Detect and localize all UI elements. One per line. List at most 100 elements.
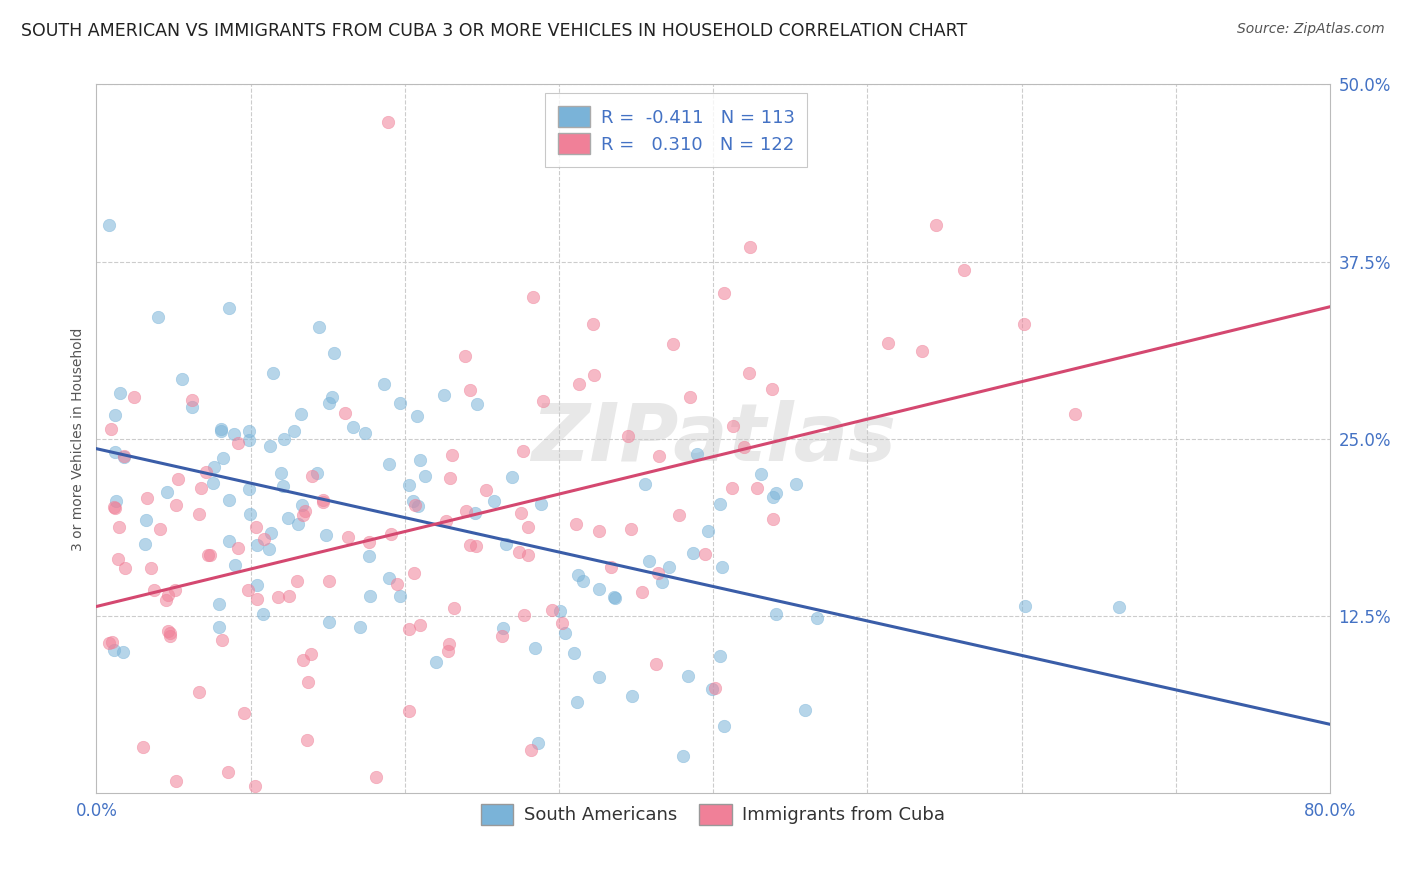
Point <box>530 497 553 511</box>
Point <box>103 643 125 657</box>
Point <box>124 390 146 404</box>
Point <box>292 653 315 667</box>
Point <box>765 607 787 621</box>
Point <box>723 418 745 433</box>
Point <box>181 400 204 414</box>
Point <box>301 468 323 483</box>
Point <box>357 549 380 564</box>
Point <box>342 419 364 434</box>
Point <box>603 590 626 604</box>
Point <box>651 574 673 589</box>
Point <box>233 706 256 720</box>
Point <box>516 520 538 534</box>
Point <box>520 743 543 757</box>
Point <box>218 492 240 507</box>
Point <box>252 607 274 621</box>
Point <box>551 615 574 630</box>
Point <box>398 622 420 636</box>
Point <box>277 511 299 525</box>
Point <box>98 636 121 650</box>
Point <box>713 285 735 300</box>
Point <box>697 524 720 538</box>
Legend: South Americans, Immigrants from Cuba: South Americans, Immigrants from Cuba <box>472 795 955 834</box>
Point <box>517 548 540 562</box>
Point <box>387 577 409 591</box>
Point <box>495 537 517 551</box>
Point <box>658 559 681 574</box>
Point <box>747 481 769 495</box>
Point <box>259 439 281 453</box>
Point <box>165 582 187 597</box>
Point <box>134 537 156 551</box>
Point <box>460 538 482 552</box>
Point <box>541 603 564 617</box>
Point <box>588 524 610 538</box>
Point <box>291 498 314 512</box>
Point <box>738 366 761 380</box>
Point <box>672 749 695 764</box>
Point <box>260 526 283 541</box>
Point <box>278 589 301 603</box>
Point <box>668 508 690 523</box>
Point <box>388 395 411 409</box>
Point <box>378 571 401 585</box>
Point <box>97 218 120 232</box>
Point <box>398 704 420 718</box>
Point <box>439 471 461 485</box>
Point <box>218 301 240 315</box>
Point <box>209 422 232 436</box>
Point <box>953 262 976 277</box>
Point <box>475 483 498 497</box>
Text: ZIPatlas: ZIPatlas <box>530 400 896 478</box>
Point <box>262 366 284 380</box>
Point <box>425 656 447 670</box>
Point <box>107 552 129 566</box>
Point <box>703 681 725 695</box>
Point <box>224 427 246 442</box>
Point <box>218 534 240 549</box>
Point <box>693 547 716 561</box>
Point <box>432 388 454 402</box>
Point <box>100 421 122 435</box>
Point <box>406 409 429 424</box>
Point <box>793 703 815 717</box>
Point <box>201 475 224 490</box>
Point <box>700 681 723 696</box>
Point <box>211 633 233 648</box>
Point <box>647 566 669 580</box>
Point <box>676 669 699 683</box>
Point <box>600 560 623 574</box>
Point <box>188 685 211 699</box>
Point <box>267 590 290 604</box>
Point <box>679 390 702 404</box>
Point <box>103 500 125 514</box>
Point <box>202 460 225 475</box>
Point <box>464 506 486 520</box>
Point <box>308 319 330 334</box>
Point <box>291 508 314 522</box>
Point <box>190 482 212 496</box>
Point <box>253 533 276 547</box>
Point <box>271 479 294 493</box>
Point <box>682 546 704 560</box>
Point <box>785 476 807 491</box>
Point <box>259 541 281 556</box>
Point <box>531 394 554 409</box>
Point <box>238 582 260 597</box>
Point <box>434 514 457 528</box>
Point <box>318 615 340 629</box>
Point <box>510 506 533 520</box>
Point <box>273 433 295 447</box>
Point <box>155 593 177 607</box>
Point <box>245 520 267 534</box>
Point <box>135 513 157 527</box>
Point <box>1108 600 1130 615</box>
Point <box>406 499 429 513</box>
Point <box>621 689 644 703</box>
Point <box>437 637 460 651</box>
Point <box>170 372 193 386</box>
Point <box>226 435 249 450</box>
Text: SOUTH AMERICAN VS IMMIGRANTS FROM CUBA 3 OR MORE VEHICLES IN HOUSEHOLD CORRELATI: SOUTH AMERICAN VS IMMIGRANTS FROM CUBA 3… <box>21 22 967 40</box>
Point <box>380 526 402 541</box>
Point <box>146 310 169 325</box>
